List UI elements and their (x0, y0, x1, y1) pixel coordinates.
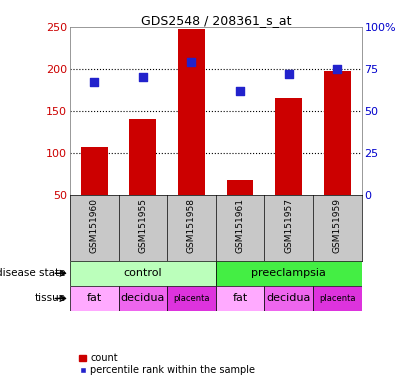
Bar (313, 286, 362, 311)
Text: GSM151955: GSM151955 (139, 198, 147, 253)
Text: fat: fat (87, 293, 102, 303)
Text: tissue: tissue (35, 293, 66, 303)
Point (91, 79, 97, 85)
Bar (216, 261, 362, 286)
Bar (70, 286, 118, 311)
Bar (118, 286, 167, 311)
Bar (227, 180, 254, 195)
Bar (178, 28, 205, 195)
Text: GSM151959: GSM151959 (333, 198, 342, 253)
Bar (129, 119, 156, 195)
Title: GDS2548 / 208361_s_at: GDS2548 / 208361_s_at (141, 14, 291, 27)
Text: GSM151957: GSM151957 (284, 198, 293, 253)
Point (286, 71, 292, 77)
Text: GSM151958: GSM151958 (187, 198, 196, 253)
Point (188, 59, 195, 65)
Bar (81, 147, 108, 195)
Text: placenta: placenta (173, 294, 210, 303)
Bar (275, 98, 302, 195)
Text: decidua: decidua (267, 293, 311, 303)
Bar (70, 261, 216, 286)
Text: preeclampsia: preeclampsia (251, 268, 326, 278)
Text: fat: fat (233, 293, 248, 303)
Legend: count, percentile rank within the sample: count, percentile rank within the sample (75, 349, 259, 379)
Text: control: control (124, 268, 162, 278)
Point (334, 66, 341, 72)
Text: decidua: decidua (121, 293, 165, 303)
Text: GSM151960: GSM151960 (90, 198, 99, 253)
Bar (216, 286, 264, 311)
Point (140, 74, 146, 80)
Bar (324, 71, 351, 195)
Text: placenta: placenta (319, 294, 356, 303)
Bar (264, 286, 313, 311)
Bar (167, 286, 216, 311)
Text: GSM151961: GSM151961 (236, 198, 245, 253)
Point (237, 88, 243, 94)
Text: disease state: disease state (0, 268, 66, 278)
